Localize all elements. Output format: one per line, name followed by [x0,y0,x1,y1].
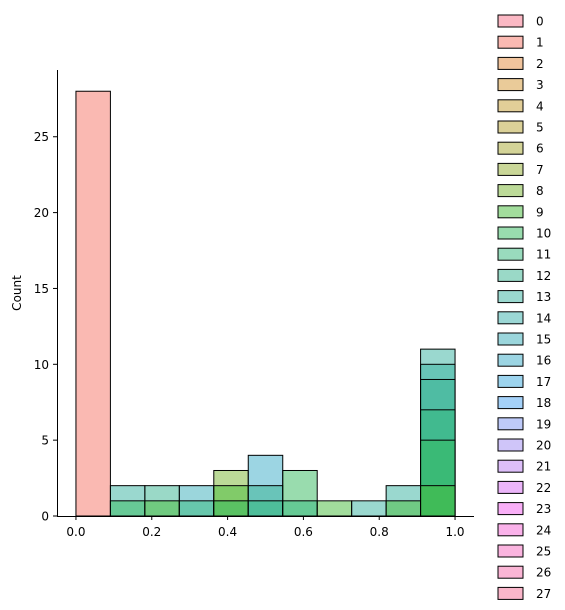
histogram-bar [109,500,146,517]
legend-swatch [497,99,524,113]
legend-swatch [497,353,524,367]
legend-label: 10 [536,227,551,241]
x-tick-label: 0.4 [218,525,237,539]
legend-swatch [497,35,524,49]
legend-swatch [497,184,524,198]
legend-label: 6 [536,142,544,156]
histogram-bar [213,500,249,517]
y-tick-label: 15 [34,282,49,296]
legend-swatch [497,247,524,261]
x-tick-label: 1.0 [445,525,464,539]
legend-swatch [497,438,524,452]
legend-label: 2 [536,57,544,71]
legend-label: 11 [536,248,551,262]
legend-swatch [497,226,524,240]
y-tick-label: 20 [34,206,49,220]
legend-label: 7 [536,163,544,177]
y-axis-label: Count [10,275,24,311]
legend-swatch [497,14,524,28]
bars-layer [75,90,456,517]
legend-swatch [497,311,524,325]
histogram-bar [420,485,456,517]
legend-label: 22 [536,481,551,495]
x-tick-label: 0.2 [142,525,161,539]
y-tick-label: 5 [41,434,49,448]
legend-swatch [497,502,524,516]
legend-label: 24 [536,523,551,537]
legend-label: 26 [536,566,551,580]
legend-swatch [497,78,524,92]
x-tick-label: 0.8 [370,525,389,539]
legend-label: 17 [536,375,551,389]
y-tick-label: 0 [41,510,49,524]
legend-label: 12 [536,269,551,283]
x-tick-label: 0.6 [294,525,313,539]
legend-swatch [497,290,524,304]
legend: 0123456789101112131415161718192021222324… [497,14,551,601]
legend-swatch [497,396,524,410]
histogram-bar [282,500,318,517]
legend-swatch [497,586,524,600]
legend-swatch [497,332,524,346]
legend-swatch [497,141,524,155]
legend-swatch [497,374,524,388]
legend-swatch [497,120,524,134]
legend-label: 20 [536,439,551,453]
x-tick-label: 0.0 [66,525,85,539]
legend-label: 27 [536,587,551,601]
legend-label: 15 [536,333,551,347]
legend-label: 21 [536,460,551,474]
legend-swatch [497,544,524,558]
legend-label: 14 [536,311,551,325]
legend-label: 25 [536,545,551,559]
legend-label: 0 [536,15,544,29]
legend-swatch [497,205,524,219]
legend-swatch [497,459,524,473]
x-ticks: 0.0 0.2 0.4 0.6 0.8 1.0 [66,516,465,539]
histogram-bar [144,500,180,517]
legend-label: 8 [536,184,544,198]
legend-label: 1 [536,36,544,50]
legend-swatch [497,565,524,579]
histogram-bar [316,500,353,517]
legend-label: 18 [536,396,551,410]
legend-swatch [497,162,524,176]
legend-swatch [497,523,524,537]
legend-swatch [497,56,524,70]
y-tick-label: 10 [34,358,49,372]
legend-label: 13 [536,290,551,304]
legend-swatch [497,268,524,282]
legend-label: 5 [536,121,544,135]
histogram-bar [385,500,422,517]
histogram-bar [351,500,387,517]
legend-swatch [497,480,524,494]
histogram-bar [247,500,284,517]
legend-label: 4 [536,99,544,113]
legend-swatch [497,417,524,431]
y-tick-label: 25 [34,130,49,144]
histogram-bar [75,90,111,517]
legend-label: 23 [536,502,551,516]
histogram-bar [178,500,215,517]
legend-label: 16 [536,354,551,368]
legend-label: 19 [536,417,551,431]
legend-label: 3 [536,78,544,92]
y-ticks: 0 5 10 15 20 25 [34,130,57,524]
legend-label: 9 [536,205,544,219]
